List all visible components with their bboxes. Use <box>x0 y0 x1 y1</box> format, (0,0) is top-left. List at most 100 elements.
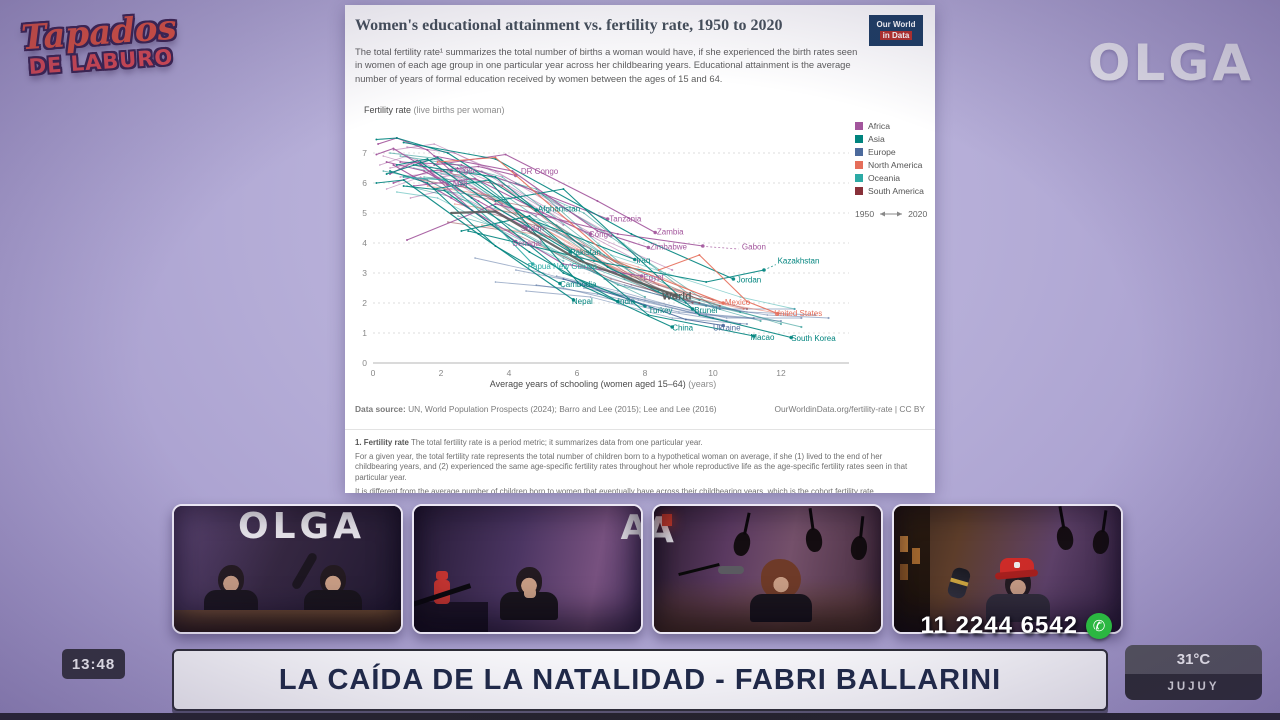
legend-swatch <box>855 187 863 195</box>
chart-subtitle: The total fertility rate¹ summarizes the… <box>355 46 858 84</box>
cam-vignette <box>414 506 641 632</box>
legend-swatch <box>855 135 863 143</box>
owid-logo-line1: Our World <box>876 20 916 29</box>
gridlines <box>373 152 849 364</box>
legend-label: Oceania <box>868 173 901 183</box>
country-label: Jordan <box>737 276 761 285</box>
svg-text:0: 0 <box>371 368 376 378</box>
webcam-1: OLGA <box>172 504 403 634</box>
legend-swatch <box>855 161 863 169</box>
country-label: DR Congo <box>521 167 559 176</box>
phone-number: 11 2244 6542 <box>920 612 1078 639</box>
legend-item: North America <box>855 160 924 170</box>
studio-scene-2: A <box>414 506 641 632</box>
svg-text:10: 10 <box>708 368 718 378</box>
country-label: Sudan <box>521 224 544 233</box>
show-logo: Tapados DE LABURO <box>20 8 179 79</box>
legend-item: South America <box>855 186 924 196</box>
red-lamp <box>662 514 672 526</box>
legend-label: South America <box>868 186 924 196</box>
source-text: Data source: UN, World Population Prospe… <box>355 404 717 414</box>
legend-swatch <box>855 148 863 156</box>
country-label: South Korea <box>791 334 836 343</box>
divider <box>345 429 935 430</box>
timestamp-badge: 13:48 <box>62 649 125 679</box>
legend-label: North America <box>868 160 923 170</box>
country-trajectories <box>375 137 793 340</box>
headline-text: LA CAÍDA DE LA NATALIDAD - FABRI BALLARI… <box>278 663 1002 696</box>
bottom-strip <box>0 713 1280 720</box>
weather-widget: 31°C JUJUY <box>1125 645 1262 700</box>
owid-logo: Our World in Data <box>869 15 923 46</box>
svg-text:2: 2 <box>439 368 444 378</box>
svg-text:6: 6 <box>575 368 580 378</box>
y-axis-title: Fertility rate (live births per woman) <box>364 105 505 115</box>
fertility-chart-svg: Niger Mali DR Congo Tanzania Sudan Congo Zambi… <box>362 137 849 378</box>
time-end: 2020 <box>908 209 928 219</box>
person-body <box>750 594 812 622</box>
country-label: Turkey <box>648 306 672 315</box>
svg-text:12: 12 <box>776 368 786 378</box>
country-label: China <box>672 324 693 333</box>
weather-city: JUJUY <box>1125 674 1262 700</box>
studio-counter <box>414 602 488 632</box>
legend-swatch <box>855 174 863 182</box>
legend-swatch <box>855 122 863 130</box>
channel-logo: OLGA <box>1087 34 1254 92</box>
studio-desk <box>174 610 401 632</box>
country-label: India <box>618 297 636 306</box>
country-label: Congo <box>589 230 613 239</box>
country-label: Pakistan <box>570 248 601 257</box>
svg-text:4: 4 <box>362 238 367 248</box>
microphone <box>718 566 744 574</box>
cam-vignette <box>654 506 881 632</box>
country-label: Nepal <box>572 297 593 306</box>
red-cap <box>1000 558 1034 574</box>
country-label: Senegal <box>512 239 542 248</box>
country-labels: Niger Mali DR Congo Tanzania Sudan Congo Zambi… <box>453 166 836 343</box>
chart-legend: Africa Asia Europe North America Oceania Sout… <box>855 121 924 196</box>
chart-title: Women's educational attainment vs. ferti… <box>355 17 783 34</box>
studio-scene-3: A <box>654 506 881 632</box>
chart-card: Our World in Data Women's educational at… <box>345 5 935 493</box>
legend-label: Africa <box>868 121 890 131</box>
shelf <box>894 506 930 632</box>
x-axis-label: Average years of schooling (women aged 1… <box>489 379 717 389</box>
country-label: Zimbabwe <box>650 243 687 252</box>
person-body <box>986 594 1050 622</box>
country-label: Afghanistan <box>538 205 580 214</box>
country-label: Kazakhstan <box>778 256 820 265</box>
hands <box>524 588 536 598</box>
time-arrow-icon <box>880 211 903 217</box>
legend-item: Africa <box>855 121 924 131</box>
source-row: Data source: UN, World Population Prospe… <box>355 404 925 414</box>
legend-item: Oceania <box>855 173 924 183</box>
country-label: Gabon <box>742 243 766 252</box>
time-start: 1950 <box>855 209 875 219</box>
person-head <box>761 559 801 599</box>
wall-sign-partial-letter: A <box>621 508 641 548</box>
country-label: Ukraine <box>713 324 741 333</box>
country-label: Papua New Guinea <box>528 262 598 271</box>
phone-banner: 11 2244 6542 ✆ <box>890 612 1112 640</box>
svg-text:7: 7 <box>362 148 367 158</box>
country-label: Mexico <box>725 298 751 307</box>
studio-wall-sign: OLGA <box>238 506 365 547</box>
host-silhouette <box>750 559 812 622</box>
host-silhouette <box>500 567 558 620</box>
svg-text:1: 1 <box>362 328 367 338</box>
svg-text:0: 0 <box>362 358 367 368</box>
time-range: 1950 2020 <box>855 209 927 219</box>
svg-text:4: 4 <box>507 368 512 378</box>
country-label: United States <box>774 309 822 318</box>
webcam-4 <box>892 504 1123 634</box>
svg-text:5: 5 <box>362 208 367 218</box>
attribution: OurWorldinData.org/fertility-rate | CC B… <box>774 404 926 414</box>
country-label: Mali <box>453 179 468 188</box>
headline-banner: LA CAÍDA DE LA NATALIDAD - FABRI BALLARI… <box>172 649 1108 711</box>
country-label: Cambodia <box>560 280 597 289</box>
country-label: Macao <box>750 333 775 342</box>
legend-item: Europe <box>855 147 924 157</box>
country-label: Brunei <box>694 306 717 315</box>
